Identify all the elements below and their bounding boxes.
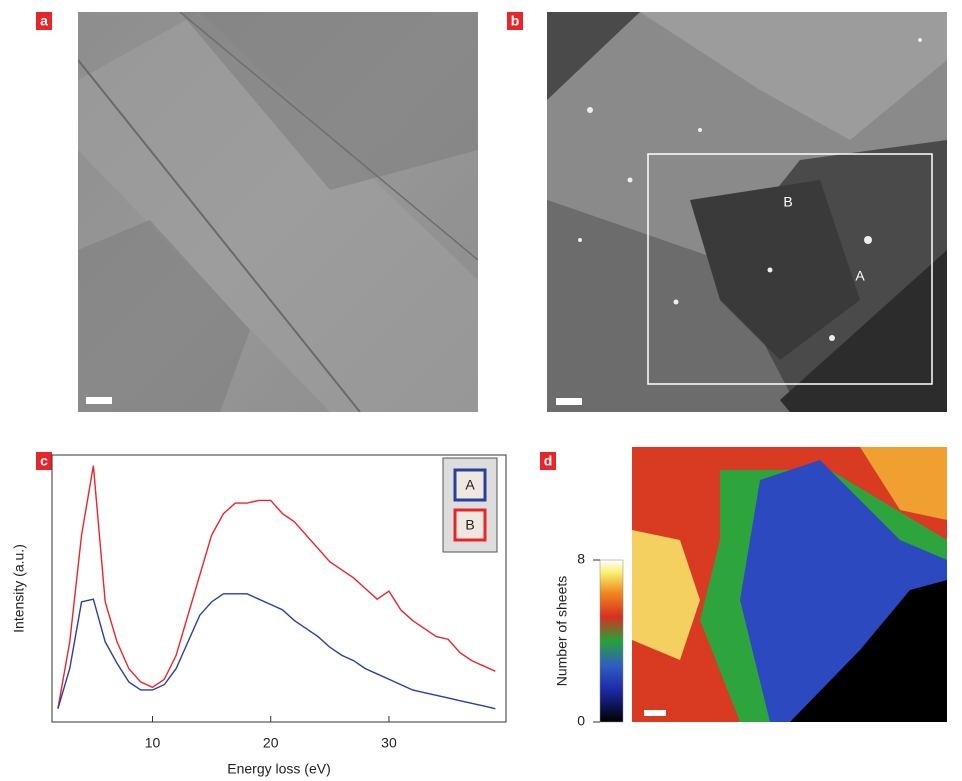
figure: B A a b c d 10 20 30 Energy loss (eV) Intens… xyxy=(0,0,962,781)
spectrum-line xyxy=(58,466,495,709)
stem-image xyxy=(547,12,947,412)
x-tick-label: 30 xyxy=(381,735,397,751)
x-axis-label: Energy loss (eV) xyxy=(227,761,330,777)
panel-label: d xyxy=(544,453,553,469)
region-label: B xyxy=(783,194,792,210)
tem-image xyxy=(78,12,478,412)
x-tick-label: 20 xyxy=(263,735,279,751)
y-axis-label: Intensity (a.u.) xyxy=(11,544,27,633)
sheet-map xyxy=(632,447,947,722)
region-label: A xyxy=(855,268,865,284)
panel-label: c xyxy=(40,453,48,469)
legend-label: A xyxy=(465,477,475,493)
plot-frame xyxy=(52,455,506,722)
colorbar xyxy=(600,560,623,722)
spectrum-chart: 10 20 30 Energy loss (eV) Intensity (a.u.) A B… xyxy=(11,455,600,777)
panel-label: b xyxy=(511,13,520,29)
legend-label: B xyxy=(465,517,474,533)
colorbar-tick-label: 8 xyxy=(577,551,585,567)
x-tick-label: 10 xyxy=(145,735,161,751)
panel-label: a xyxy=(40,13,48,29)
colorbar-tick-label: 0 xyxy=(577,713,585,729)
spectrum-line xyxy=(58,594,495,709)
colorbar-label: Number of sheets xyxy=(554,576,570,687)
